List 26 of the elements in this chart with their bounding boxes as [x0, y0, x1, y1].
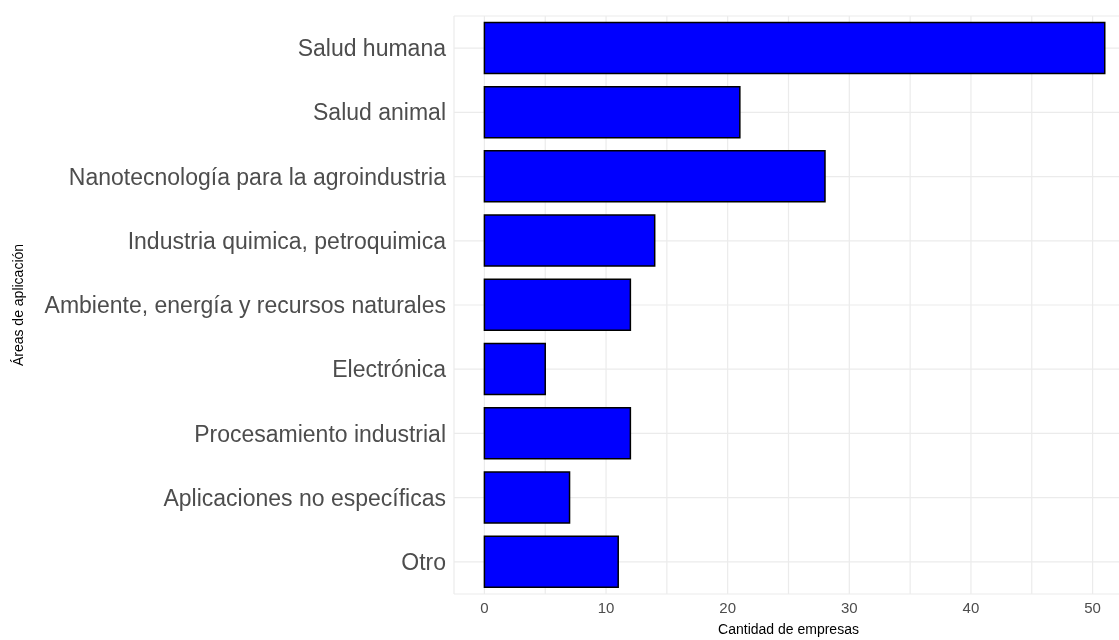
bar [483, 278, 632, 332]
bar [483, 21, 1106, 75]
bar [483, 471, 571, 524]
x-tick-label: 20 [719, 598, 737, 616]
bar [483, 85, 741, 139]
x-tick-label: 30 [840, 598, 858, 616]
x-tick-label: 50 [1084, 598, 1101, 616]
y-tick-label: Nanotecnología para la agroindustria [68, 163, 447, 190]
y-tick-label: Salud animal [313, 99, 446, 126]
bar [483, 535, 619, 588]
bar [483, 150, 826, 203]
bar [483, 342, 546, 396]
x-axis-title: Cantidad de empresas [718, 621, 859, 637]
y-tick-label: Procesamiento industrial [194, 420, 446, 447]
x-tick-label: 0 [480, 598, 489, 616]
y-tick-label: Otro [401, 549, 446, 576]
y-tick-label: Salud humana [297, 35, 447, 62]
x-tick-label: 40 [962, 598, 980, 616]
bar [483, 214, 656, 267]
bar [483, 407, 632, 460]
y-tick-label: Aplicaciones no específicas [163, 484, 446, 511]
y-tick-label: Ambiente, energía y recursos naturales [44, 292, 446, 319]
y-tick-label: Industria quimica, petroquimica [127, 227, 447, 254]
x-tick-label: 10 [597, 598, 615, 616]
y-tick-label: Electrónica [332, 356, 447, 383]
y-axis-title: Áreas de aplicación [9, 243, 26, 367]
